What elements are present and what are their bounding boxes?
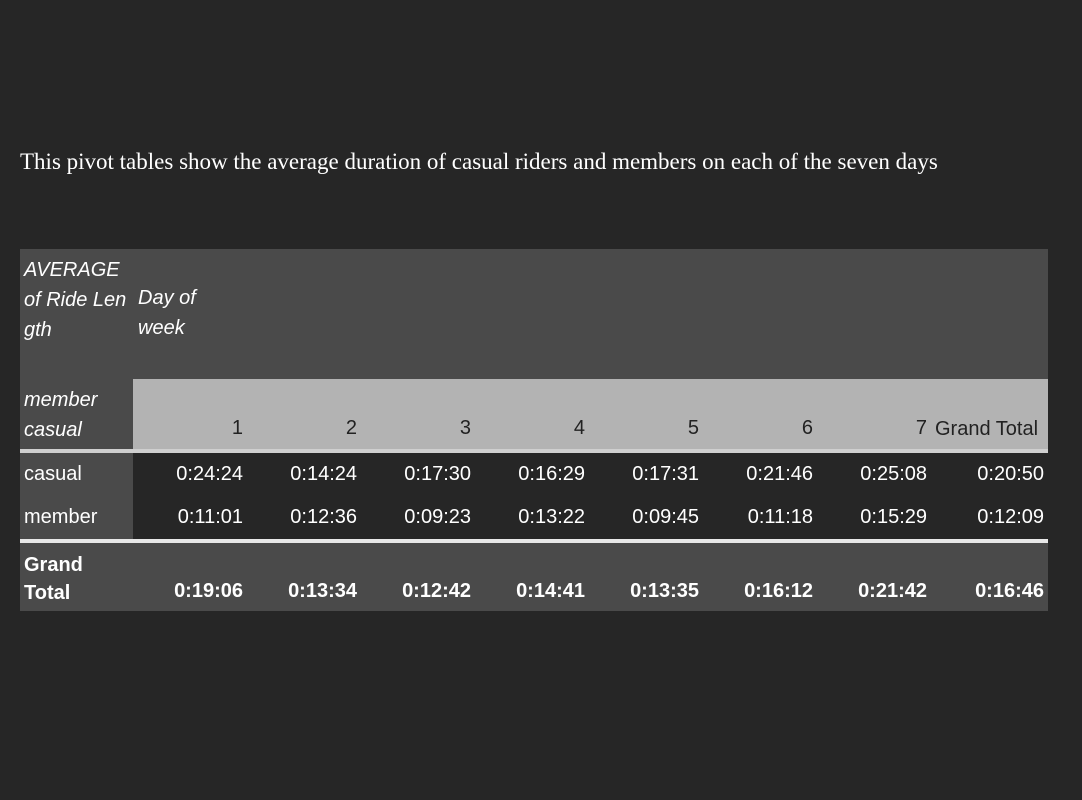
pivot-table: AVERAGE of Ride Length Day of week membe…	[20, 249, 1048, 611]
header-spacer	[589, 249, 703, 379]
table-cell: 0:17:30	[361, 451, 475, 495]
column-field-label[interactable]: Day of week	[133, 249, 247, 379]
row-label: casual	[20, 451, 133, 495]
column-header-day: 2	[247, 379, 361, 453]
pivot-header-row: AVERAGE of Ride Length Day of week	[20, 249, 1048, 379]
table-cell: 0:13:22	[475, 495, 589, 543]
grand-total-cell: 0:13:34	[247, 541, 361, 611]
table-cell: 0:25:08	[817, 451, 931, 495]
row-field-label[interactable]: member casual	[20, 379, 133, 453]
table-cell: 0:09:45	[589, 495, 703, 543]
column-header-day: 7	[817, 379, 931, 453]
table-cell: 0:11:18	[703, 495, 817, 543]
table-cell: 0:16:29	[475, 451, 589, 495]
grand-total-row: Grand Total 0:19:06 0:13:34 0:12:42 0:14…	[20, 541, 1048, 611]
table-cell: 0:24:24	[133, 451, 247, 495]
table-cell: 0:14:24	[247, 451, 361, 495]
grand-total-cell: 0:16:12	[703, 541, 817, 611]
intro-paragraph: This pivot tables show the average durat…	[20, 149, 938, 174]
header-spacer	[361, 249, 475, 379]
pivot-column-headers: member casual 1 2 3 4 5 6 7 Grand Total	[20, 379, 1048, 453]
table-row: casual 0:24:24 0:14:24 0:17:30 0:16:29 0…	[20, 451, 1048, 495]
grand-total-cell: 0:13:35	[589, 541, 703, 611]
grand-total-cell: 0:21:42	[817, 541, 931, 611]
grand-total-label: Grand Total	[20, 541, 133, 611]
overall-grand-total: 0:16:46	[931, 541, 1048, 611]
header-spacer	[703, 249, 817, 379]
column-header-day: 3	[361, 379, 475, 453]
table-cell: 0:15:29	[817, 495, 931, 543]
table-cell: 0:11:01	[133, 495, 247, 543]
column-header-day: 1	[133, 379, 247, 453]
grand-total-cell: 0:20:50	[931, 451, 1048, 495]
column-header-grand-total: Grand Total	[931, 379, 1048, 453]
pivot-grid: AVERAGE of Ride Length Day of week membe…	[20, 249, 1048, 611]
table-cell: 0:09:23	[361, 495, 475, 543]
grand-total-cell: 0:14:41	[475, 541, 589, 611]
table-cell: 0:21:46	[703, 451, 817, 495]
column-header-day: 4	[475, 379, 589, 453]
header-spacer	[931, 249, 1048, 379]
grand-total-cell: 0:12:42	[361, 541, 475, 611]
header-spacer	[247, 249, 361, 379]
measure-label: AVERAGE of Ride Length	[20, 249, 133, 379]
table-cell: 0:17:31	[589, 451, 703, 495]
table-cell: 0:12:36	[247, 495, 361, 543]
column-header-day: 6	[703, 379, 817, 453]
table-row: member 0:11:01 0:12:36 0:09:23 0:13:22 0…	[20, 495, 1048, 543]
header-spacer	[817, 249, 931, 379]
row-label: member	[20, 495, 133, 543]
grand-total-cell: 0:12:09	[931, 495, 1048, 543]
grand-total-cell: 0:19:06	[133, 541, 247, 611]
header-spacer	[475, 249, 589, 379]
column-header-day: 5	[589, 379, 703, 453]
